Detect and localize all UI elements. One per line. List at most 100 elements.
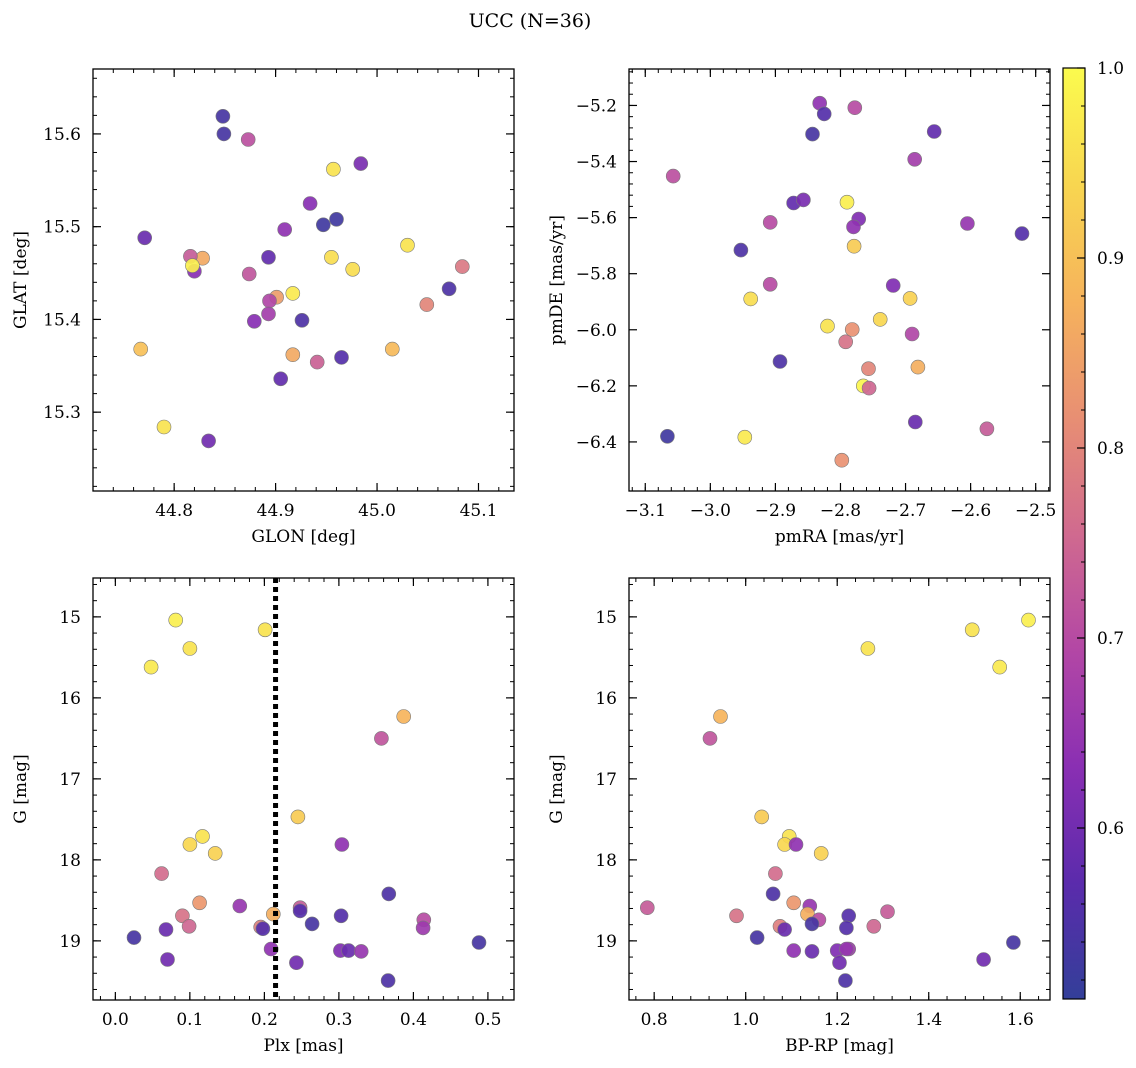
- data-point: [384, 341, 400, 357]
- x-tick-label: 1.2: [824, 1010, 851, 1030]
- sky-position-panel: 44.8 44.9 45.0 45.1 15.3 15.4 15.5 15.6 GLON [de…: [11, 68, 515, 547]
- data-point: [257, 622, 273, 638]
- y-tick-label: 18: [59, 851, 81, 871]
- y-tick-label: 19: [59, 932, 81, 952]
- data-point: [804, 916, 820, 932]
- y-tick-label: 16: [595, 689, 617, 709]
- data-point: [415, 920, 431, 936]
- data-point: [294, 312, 310, 328]
- data-point: [665, 168, 681, 184]
- data-point: [926, 124, 942, 139]
- data-point: [861, 361, 876, 377]
- data-point: [374, 731, 389, 746]
- x-axis-label: Plx [mas]: [263, 1036, 343, 1056]
- scatter-points: [660, 95, 1030, 468]
- axes-frame: [628, 577, 1051, 1001]
- x-tick-label: 0.4: [400, 1010, 427, 1030]
- y-tick-label: 15: [595, 608, 617, 628]
- y-tick-label: 15: [59, 608, 81, 628]
- data-point: [341, 943, 356, 958]
- data-point: [904, 326, 920, 342]
- data-point: [156, 419, 172, 435]
- data-point: [860, 641, 876, 656]
- axis-ticks: [93, 578, 514, 1000]
- data-point: [182, 641, 198, 656]
- axes-frame: [92, 577, 515, 1001]
- axes-frame: [628, 68, 1051, 492]
- data-point: [768, 866, 783, 881]
- y-tick-label: −6.4: [576, 433, 617, 453]
- x-tick-label: 0.3: [325, 1010, 352, 1030]
- x-tick-label: 45.1: [460, 501, 498, 521]
- data-point: [838, 334, 854, 350]
- data-point: [964, 622, 980, 638]
- data-point: [263, 941, 279, 957]
- data-point: [181, 918, 197, 934]
- data-point: [796, 192, 811, 208]
- data-point: [241, 266, 257, 282]
- x-tick-label: 44.9: [257, 501, 295, 521]
- data-point: [841, 908, 857, 924]
- data-point: [737, 429, 753, 445]
- colorbar-tick-label: 0.9: [1097, 249, 1124, 269]
- data-point: [302, 196, 318, 211]
- x-tick-label: −2.9: [755, 501, 796, 521]
- data-point: [788, 837, 804, 852]
- axis-ticks: [92, 69, 514, 491]
- data-point: [232, 898, 248, 914]
- data-point: [907, 414, 923, 430]
- y-tick-label: −5.2: [576, 96, 617, 116]
- data-point: [762, 276, 778, 292]
- scatter-points: [126, 612, 487, 988]
- data-point: [660, 428, 675, 444]
- data-point: [838, 973, 853, 988]
- axis-ticks: [629, 69, 1050, 491]
- data-point: [381, 886, 397, 902]
- data-point: [419, 297, 435, 312]
- x-tick-label: −2.6: [950, 501, 991, 521]
- data-point: [380, 973, 396, 988]
- data-point: [168, 612, 183, 628]
- data-point: [353, 944, 369, 959]
- data-point: [960, 216, 975, 231]
- data-point: [743, 291, 759, 307]
- data-point: [805, 126, 820, 142]
- data-point: [749, 930, 765, 945]
- data-point: [839, 920, 854, 936]
- parallax-magnitude-panel: 0.0 0.1 0.2 0.3 0.4 0.5 15 16 17 18 19 Plx [mas] G […: [11, 577, 515, 1056]
- x-tick-label: 44.8: [155, 501, 193, 521]
- data-point: [207, 846, 223, 861]
- data-point: [866, 918, 882, 934]
- x-tick-label: 1.0: [732, 1010, 759, 1030]
- x-tick-label: 0.2: [251, 1010, 278, 1030]
- data-point: [289, 955, 304, 971]
- data-point: [158, 922, 174, 937]
- axes-frame: [92, 68, 515, 492]
- data-point: [292, 903, 308, 919]
- x-axis-label: pmRA [mas/yr]: [775, 527, 904, 547]
- data-point: [137, 230, 152, 246]
- x-tick-label: 0.1: [176, 1010, 203, 1030]
- x-tick-label: 0.5: [474, 1010, 501, 1030]
- data-point: [880, 904, 895, 920]
- y-tick-label: −5.4: [576, 153, 617, 173]
- data-point: [324, 249, 339, 265]
- x-axis-label: GLON [deg]: [251, 527, 355, 547]
- data-point: [304, 916, 320, 932]
- x-tick-label: 0.8: [641, 1010, 668, 1030]
- data-point: [733, 242, 749, 258]
- data-point: [813, 846, 829, 861]
- data-point: [846, 219, 861, 235]
- data-point: [762, 215, 778, 230]
- data-point: [820, 318, 835, 334]
- data-point: [786, 895, 802, 911]
- data-point: [1014, 226, 1030, 241]
- data-point: [765, 886, 781, 902]
- data-point: [992, 659, 1008, 675]
- x-tick-label: −2.7: [885, 501, 926, 521]
- data-point: [777, 922, 792, 937]
- data-point: [979, 421, 995, 437]
- data-point: [262, 293, 277, 309]
- x-tick-label: 1.6: [1007, 1010, 1034, 1030]
- data-point: [285, 347, 301, 363]
